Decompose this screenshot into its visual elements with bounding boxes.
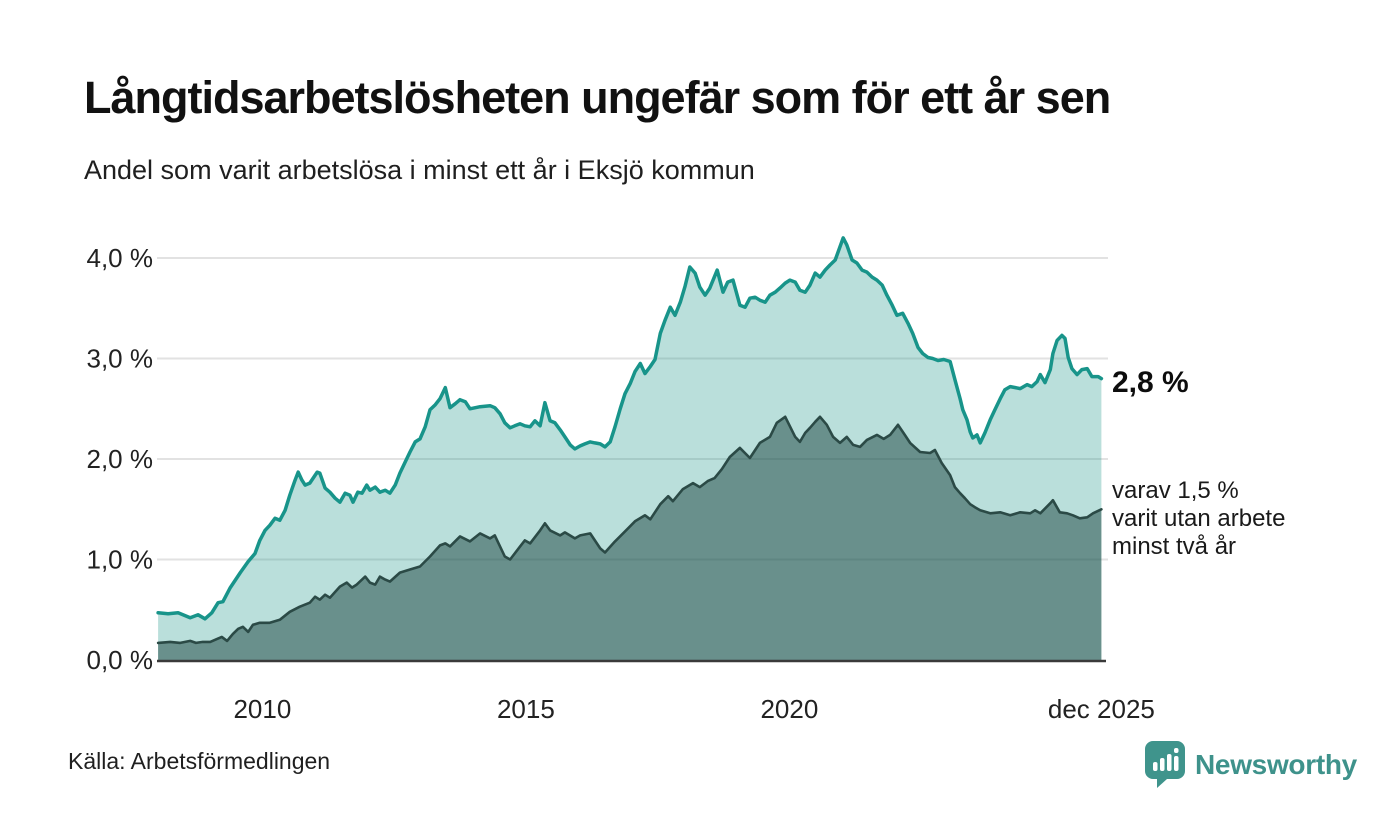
latest-value-label: 2,8 % [1112, 366, 1189, 399]
y-tick-labels: 0,0 % 1,0 % 2,0 % 3,0 % 4,0 % [87, 243, 154, 675]
y-tick-label: 2,0 % [87, 444, 154, 474]
secondary-series-note: varav 1,5 % varit utan arbete minst två … [1112, 477, 1286, 560]
newsworthy-logo: Newsworthy [1144, 740, 1357, 789]
y-tick-label: 0,0 % [87, 645, 154, 675]
x-tick-label: 2010 [233, 694, 291, 724]
x-tick-label: dec 2025 [1048, 694, 1155, 724]
x-tick-labels: 2010 2015 2020 dec 2025 [233, 694, 1154, 724]
y-tick-label: 1,0 % [87, 545, 154, 575]
source-attribution: Källa: Arbetsförmedlingen [68, 748, 331, 774]
y-tick-label: 4,0 % [87, 243, 154, 273]
page-title: Långtidsarbetslösheten ungefär som för e… [84, 72, 1111, 123]
bar-chart-speech-bubble-icon [1145, 741, 1185, 788]
y-tick-label: 3,0 % [87, 344, 154, 374]
line-series-1yr [156, 236, 1104, 621]
area-series-2yr [158, 416, 1102, 660]
line-series-2yr [156, 415, 1103, 645]
page-subtitle: Andel som varit arbetslösa i minst ett å… [84, 155, 755, 185]
newsworthy-wordmark: Newsworthy [1195, 748, 1357, 780]
x-tick-label: 2020 [760, 694, 818, 724]
x-tick-label: 2015 [497, 694, 555, 724]
